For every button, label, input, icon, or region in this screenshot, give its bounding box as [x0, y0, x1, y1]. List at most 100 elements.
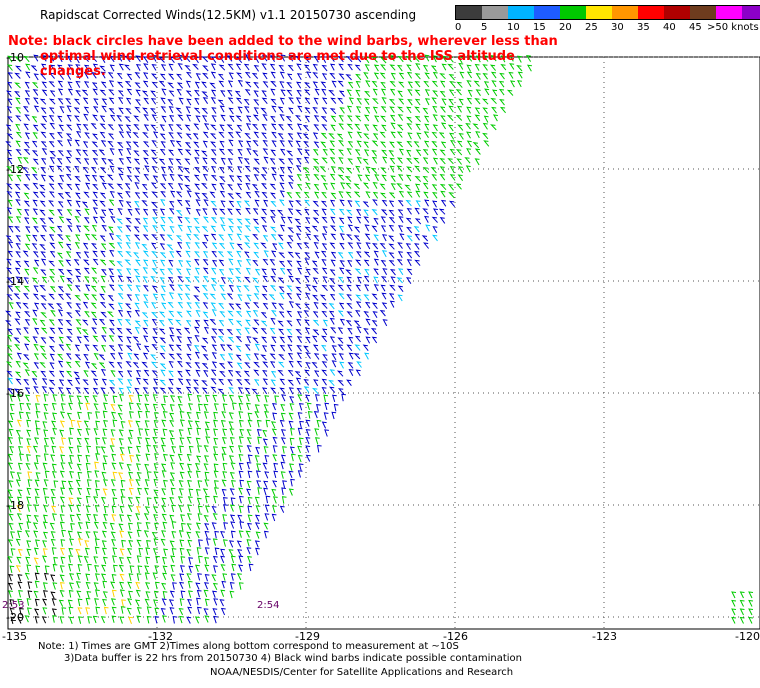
wind-barb — [380, 115, 387, 123]
wind-barb — [144, 420, 150, 428]
wind-barb — [253, 226, 260, 233]
wind-barb — [380, 259, 387, 267]
wind-barb — [280, 471, 286, 479]
wind-barb — [396, 165, 403, 172]
wind-barb — [475, 72, 481, 80]
wind-barb — [167, 387, 174, 394]
wind-barb — [371, 80, 378, 88]
wind-barb — [396, 157, 403, 164]
wind-barb — [17, 616, 23, 624]
wind-barb — [372, 124, 378, 132]
wind-barb — [179, 581, 184, 590]
wind-barb — [83, 106, 90, 114]
wind-barb — [177, 54, 183, 62]
wind-barb — [273, 470, 279, 479]
wind-barb — [90, 55, 98, 63]
wind-barb — [120, 488, 126, 497]
colorbar-swatch — [534, 6, 560, 19]
wind-barb — [261, 132, 267, 139]
wind-barb — [159, 379, 166, 386]
wind-barb — [316, 419, 322, 428]
wind-barb — [277, 369, 284, 377]
wind-barb — [209, 82, 216, 89]
wind-barb — [239, 428, 245, 437]
wind-barb — [397, 268, 404, 276]
wind-barb — [87, 563, 92, 572]
wind-barb — [15, 115, 22, 122]
wind-barb — [167, 301, 174, 309]
wind-barb — [84, 233, 90, 241]
wind-barb — [440, 141, 447, 149]
wind-barb — [98, 354, 106, 361]
wind-barb — [222, 497, 228, 505]
wind-barb — [203, 463, 209, 471]
wind-barb — [33, 462, 39, 470]
wind-barb — [210, 89, 216, 97]
wind-barb — [162, 453, 168, 462]
wind-barb — [202, 250, 208, 258]
wind-barb — [415, 63, 421, 70]
wind-barb — [151, 63, 157, 71]
wind-barb — [6, 183, 13, 190]
wind-barb — [364, 284, 370, 292]
wind-barb — [356, 208, 362, 216]
wind-barb — [354, 149, 361, 156]
wind-barb — [296, 260, 302, 268]
wind-barb — [185, 310, 192, 317]
wind-barb — [170, 555, 176, 563]
wind-barb — [254, 496, 260, 505]
wind-barb — [135, 99, 141, 106]
wind-barb — [220, 564, 226, 572]
wind-barb — [153, 496, 159, 505]
wind-barb — [34, 496, 40, 504]
wind-barb — [6, 166, 13, 173]
wind-barb — [287, 175, 294, 182]
wind-barb — [236, 243, 243, 250]
wind-barb — [347, 140, 354, 148]
wind-barb — [415, 149, 422, 156]
wind-barb — [81, 89, 89, 96]
wind-barb — [145, 410, 150, 419]
wind-barb — [194, 351, 200, 359]
colorbar-swatch — [716, 6, 742, 19]
wind-barb — [48, 370, 55, 377]
wind-barb — [26, 419, 31, 428]
wind-barb — [218, 378, 224, 386]
wind-barb — [330, 124, 336, 132]
wind-barb — [389, 80, 396, 88]
wind-barb — [61, 480, 67, 489]
wind-barb — [498, 80, 505, 88]
wind-barb — [202, 216, 209, 223]
wind-barb — [288, 412, 294, 420]
wind-barb — [204, 564, 210, 572]
wind-barb — [179, 411, 185, 419]
wind-barb — [337, 174, 345, 181]
wind-barb — [177, 114, 184, 121]
wind-barb — [270, 379, 276, 387]
wind-barb — [135, 63, 141, 71]
wind-barb — [85, 581, 91, 590]
wind-barb — [108, 284, 115, 291]
wind-barb — [270, 233, 277, 241]
wind-barb — [441, 63, 447, 71]
wind-barb — [364, 90, 371, 98]
wind-barb — [66, 379, 73, 387]
wind-barb — [346, 284, 352, 292]
wind-barb — [18, 437, 24, 445]
wind-barb — [311, 294, 319, 301]
wind-barb — [52, 563, 58, 572]
wind-barb — [7, 334, 13, 342]
wind-barb — [271, 513, 277, 522]
wind-barb — [168, 353, 175, 360]
wind-barb — [270, 98, 277, 106]
wind-barb — [227, 218, 234, 225]
wind-barb — [100, 140, 107, 147]
wind-barb — [439, 73, 446, 80]
wind-barb — [116, 192, 123, 199]
wind-barb — [264, 411, 269, 419]
wind-barb — [196, 497, 202, 506]
wind-barb — [235, 354, 242, 361]
wind-barb — [287, 64, 294, 72]
wind-barb — [237, 156, 243, 164]
wind-barb — [168, 370, 174, 378]
